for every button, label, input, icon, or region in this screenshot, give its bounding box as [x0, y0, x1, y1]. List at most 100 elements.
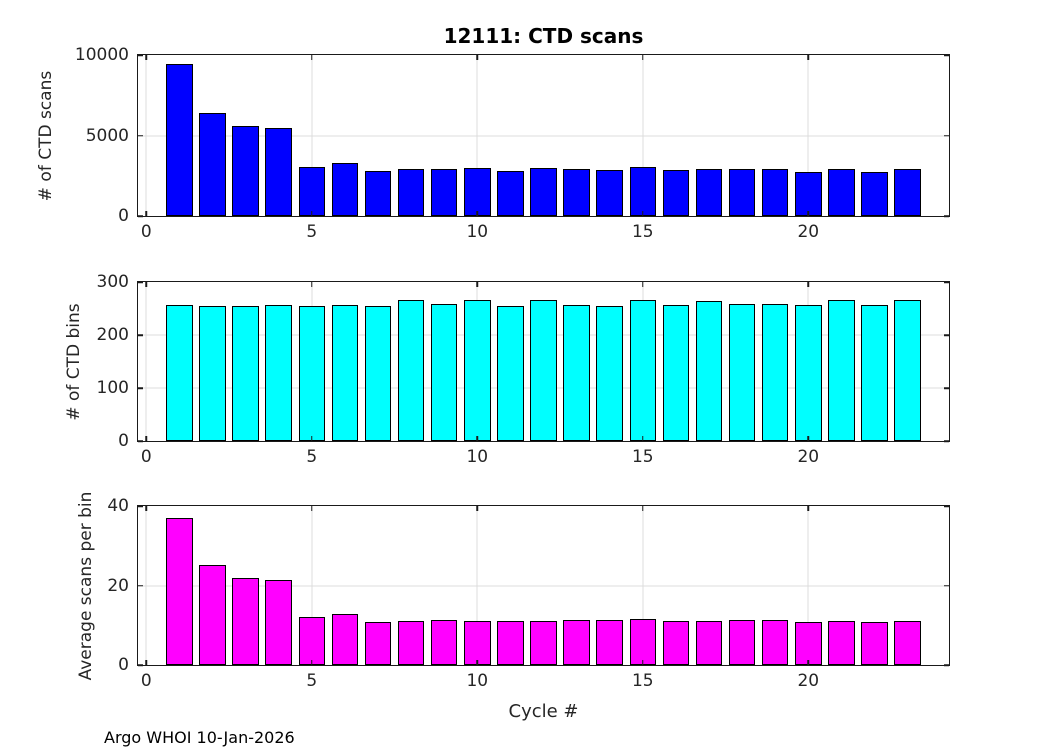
bar-cycle-1 — [166, 518, 193, 665]
y-tick-mark — [138, 440, 143, 442]
bar-cycle-7 — [364, 621, 392, 665]
y-tick-mark — [138, 334, 143, 336]
bar-cycle-6 — [331, 614, 359, 665]
bar-cycle-23 — [894, 168, 921, 216]
x-tick-label: 5 — [306, 222, 318, 242]
x-tick-mark — [476, 660, 479, 665]
bar-cycle-12 — [530, 620, 557, 665]
bar-cycle-22 — [861, 171, 888, 216]
bar-cycle-9 — [430, 620, 458, 665]
y-tick-mark — [138, 54, 143, 56]
bar-cycle-12 — [530, 168, 557, 216]
x-tick-mark — [311, 660, 313, 665]
y-axis-label-avg-scans: Average scans per bin — [76, 491, 96, 681]
x-tick-mark — [642, 55, 644, 60]
y-axis-label-ctd-scans: # of CTD scans — [36, 70, 56, 202]
x-tick-mark — [807, 211, 810, 216]
y-tick-mark — [944, 215, 949, 217]
y-tick-mark — [138, 134, 143, 137]
y-tick-mark — [944, 584, 949, 587]
bar-cycle-3 — [232, 577, 259, 665]
bar-cycle-7 — [364, 306, 392, 441]
y-tick-label: 0 — [118, 206, 129, 226]
y-tick-label: 0 — [118, 431, 129, 451]
x-tick-mark — [145, 660, 148, 665]
bar-cycle-19 — [761, 620, 789, 665]
x-tick-mark — [311, 55, 313, 60]
x-tick-mark — [476, 506, 479, 511]
plot-avg-scans-per-bin: 0 5 10 15 20 0 20 40 — [107, 496, 950, 691]
bar-cycle-22 — [861, 622, 888, 665]
x-tick-mark — [807, 436, 810, 441]
x-tick-label: 20 — [797, 447, 820, 467]
x-tick-mark — [145, 506, 148, 511]
bar-cycle-15 — [629, 166, 657, 216]
bar-cycle-13 — [563, 620, 590, 665]
y-tick-label: 20 — [107, 575, 129, 596]
bar-cycle-9 — [430, 303, 458, 441]
y-tick-mark — [138, 505, 143, 507]
bar-cycle-20 — [795, 305, 822, 441]
x-tick-mark — [145, 211, 148, 216]
bar-cycle-16 — [662, 305, 690, 441]
y-axis-label-ctd-bins: # of CTD bins — [64, 303, 84, 421]
x-tick-mark — [145, 55, 148, 60]
x-tick-mark — [642, 506, 644, 511]
x-tick-mark — [476, 282, 479, 287]
bar-cycle-3 — [232, 125, 259, 216]
y-tick-mark — [138, 387, 143, 389]
bar-cycle-17 — [695, 620, 723, 665]
x-tick-label: 20 — [797, 222, 820, 242]
y-tick-mark — [944, 281, 949, 283]
x-tick-label: 5 — [306, 671, 318, 691]
bar-cycle-1 — [166, 63, 193, 216]
bar-cycle-5 — [298, 617, 325, 665]
bar-cycle-17 — [695, 301, 723, 441]
x-tick-label: 10 — [466, 671, 489, 691]
bar-cycle-23 — [894, 300, 921, 441]
x-tick-label: 10 — [466, 222, 489, 242]
bar-cycle-7 — [364, 171, 392, 216]
bar-cycle-19 — [761, 169, 789, 216]
x-tick-mark — [807, 506, 810, 511]
y-tick-mark — [944, 664, 949, 666]
y-tick-mark — [944, 440, 949, 442]
bar-cycle-6 — [331, 163, 359, 216]
bar-cycle-14 — [596, 306, 623, 441]
bar-cycle-17 — [695, 169, 723, 216]
y-tick-label: 10000 — [74, 45, 129, 65]
bar-cycle-2 — [199, 564, 226, 665]
bar-cycle-16 — [662, 620, 690, 665]
bar-cycle-18 — [728, 303, 756, 441]
bar-cycle-8 — [397, 300, 425, 441]
x-tick-mark — [476, 211, 479, 216]
x-axis-label: Cycle # — [508, 701, 579, 722]
x-tick-label: 0 — [140, 447, 152, 467]
y-tick-label: 5000 — [85, 125, 129, 146]
bar-cycle-14 — [596, 170, 623, 216]
bar-cycle-4 — [265, 579, 292, 665]
x-tick-mark — [311, 436, 313, 441]
y-tick-label: 200 — [96, 325, 129, 345]
bar-cycle-22 — [861, 305, 888, 441]
footer-annotation: Argo WHOI 10-Jan-2026 — [104, 728, 295, 747]
x-tick-mark — [807, 55, 810, 60]
x-tick-mark — [642, 436, 644, 441]
x-tick-label: 5 — [306, 447, 318, 467]
y-tick-mark — [944, 387, 949, 389]
y-tick-mark — [944, 54, 949, 56]
x-tick-mark — [476, 55, 479, 60]
bar-cycle-13 — [563, 169, 590, 216]
y-tick-mark — [944, 334, 949, 336]
y-tick-mark — [138, 584, 143, 587]
bar-cycle-21 — [828, 300, 855, 441]
bar-cycle-19 — [761, 303, 789, 441]
bar-cycle-13 — [563, 304, 590, 441]
x-tick-mark — [642, 282, 644, 287]
y-tick-label: 40 — [107, 496, 129, 516]
x-tick-mark — [807, 660, 810, 665]
bar-cycle-8 — [397, 621, 425, 665]
bar-cycle-16 — [662, 170, 690, 216]
x-tick-mark — [145, 282, 148, 287]
bar-cycle-10 — [464, 620, 491, 665]
